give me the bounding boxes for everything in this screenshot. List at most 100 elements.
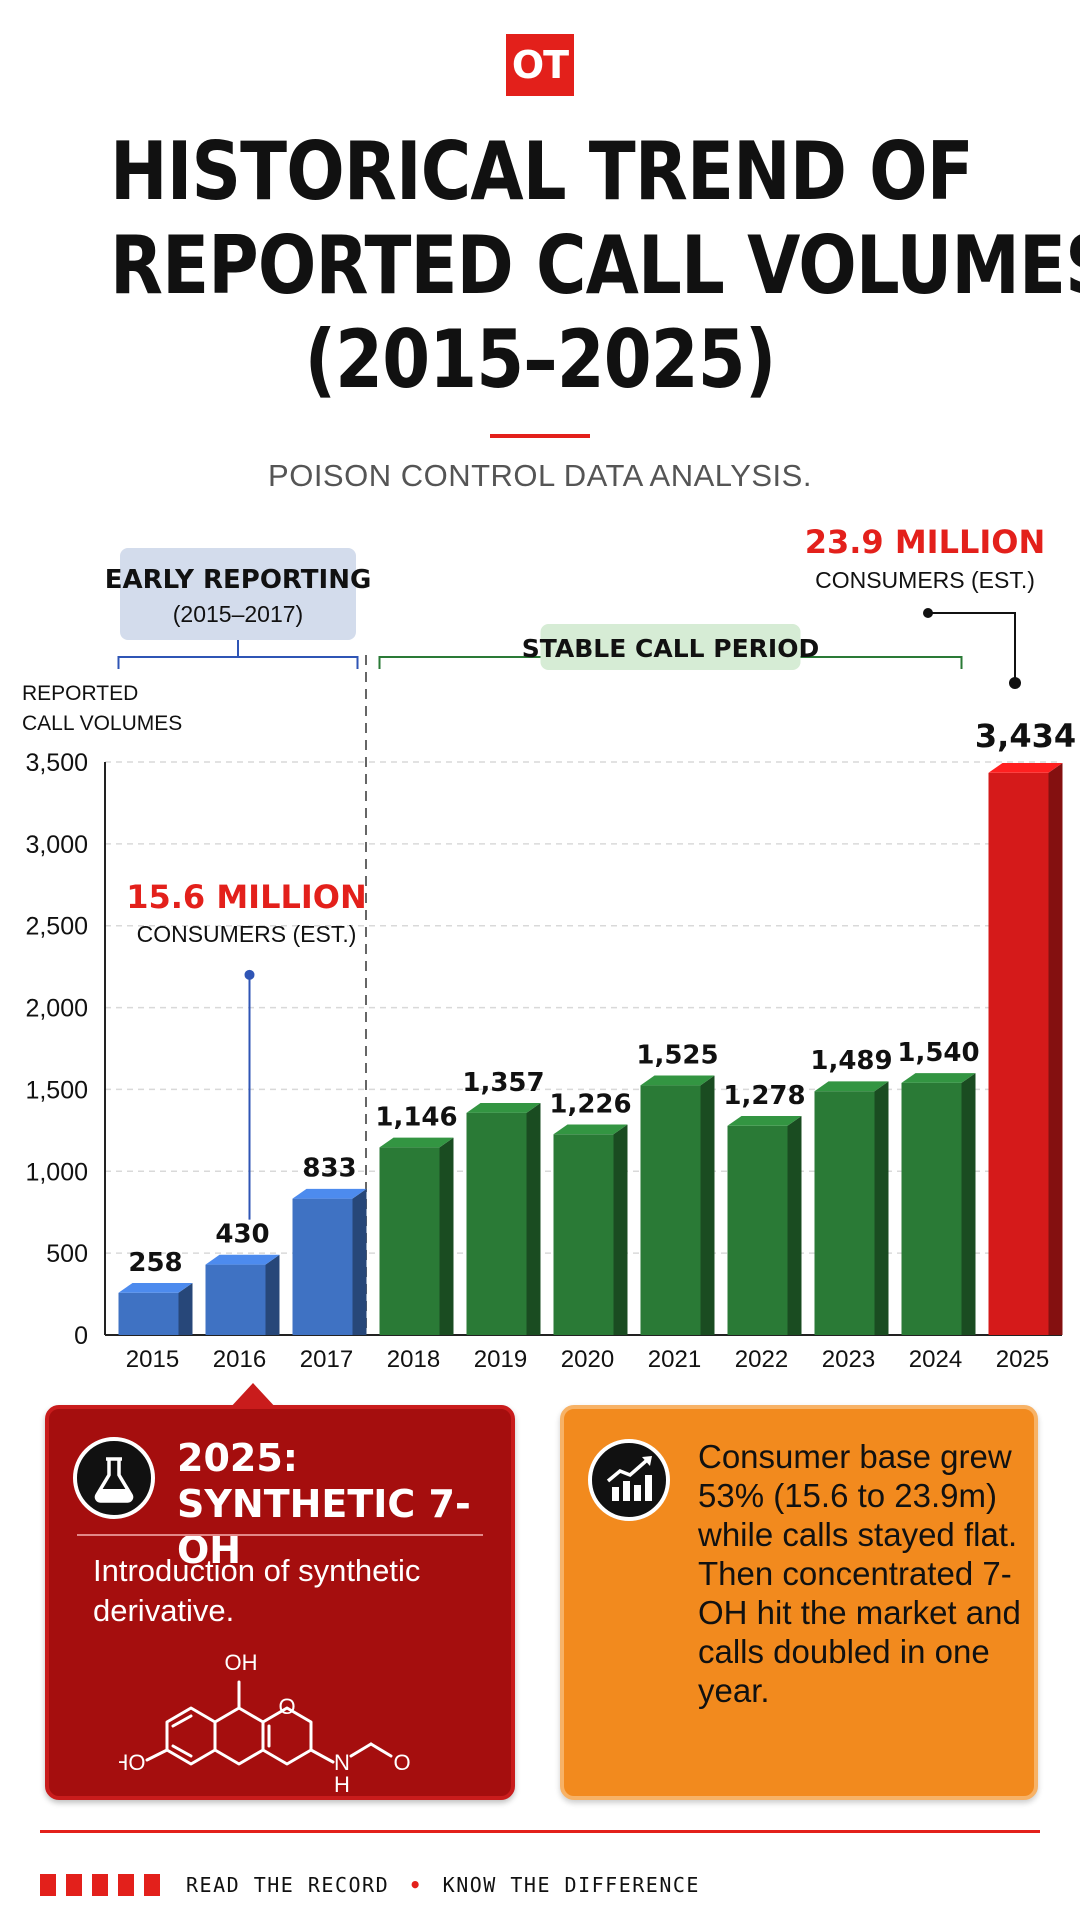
bar-side-2022 [787, 1115, 802, 1335]
title-divider [490, 434, 590, 438]
value-label-2021: 1,525 [636, 1040, 718, 1070]
value-label-2024: 1,540 [897, 1038, 979, 1068]
value-label-2015: 258 [128, 1248, 182, 1278]
bar-top-2017 [292, 1188, 367, 1199]
x-tick-label-2020: 2020 [561, 1346, 614, 1373]
bar-top-2023 [814, 1081, 889, 1092]
molecule-label-ho: HO [119, 1750, 146, 1775]
bar-2022 [727, 1125, 788, 1335]
y-tick-label-1000: 1,000 [25, 1158, 88, 1186]
growth-chart-icon [588, 1439, 670, 1521]
flask-icon [73, 1437, 155, 1519]
annotation-1-text: CONSUMERS (EST.) [137, 921, 357, 947]
callout-heading-line-2: SYNTHETIC 7-OH [177, 1482, 471, 1572]
callout-body: Introduction of synthetic derivative. [93, 1553, 421, 1628]
page-subtitle: POISON CONTROL DATA ANALYSIS. [268, 458, 812, 493]
value-label-2023: 1,489 [810, 1046, 892, 1076]
bar-2021 [640, 1085, 701, 1335]
x-tick-label-2025: 2025 [996, 1346, 1049, 1373]
bar-2024 [901, 1082, 962, 1335]
annotation-2-pointer [928, 612, 1016, 683]
molecule-diagram: OH HO O N H O [119, 1650, 411, 1794]
annotation-2-text: CONSUMERS (EST.) [815, 567, 1035, 593]
period-label-1: EARLY REPORTING [105, 565, 372, 595]
bar-side-2015 [178, 1282, 193, 1335]
period-label-box-2 [540, 624, 801, 670]
bar-top-2021 [640, 1075, 715, 1086]
period-label-2: STABLE CALL PERIOD [522, 634, 819, 663]
bar-top-2015 [118, 1282, 193, 1293]
footer-squares [40, 1874, 160, 1896]
bar-2023 [814, 1091, 875, 1335]
callout-divider [77, 1534, 483, 1536]
period-label-box-1 [120, 548, 356, 640]
bar-side-2017 [352, 1188, 367, 1335]
bar-side-2024 [961, 1073, 976, 1335]
bar-2020 [553, 1134, 614, 1335]
annotation-2-value: 23.9 MILLION [805, 523, 1046, 561]
annotation-1-value: 15.6 MILLION [126, 878, 367, 916]
x-tick-label-2015: 2015 [126, 1346, 179, 1373]
y-tick-label-3000: 3,000 [25, 831, 88, 859]
y-tick-label-1500: 1,500 [25, 1076, 88, 1104]
value-label-2019: 1,357 [462, 1068, 544, 1098]
period-bracket-1 [117, 656, 359, 669]
bar-side-2016 [265, 1254, 280, 1335]
callout-heading: 2025: SYNTHETIC 7-OH [177, 1435, 511, 1573]
y-tick-label-3500: 3,500 [25, 749, 88, 777]
callout-pointer [229, 1383, 277, 1409]
value-label-2016: 430 [215, 1220, 269, 1250]
y-tick-label-2000: 2,000 [25, 995, 88, 1023]
bar-top-2024 [901, 1073, 976, 1083]
molecule-label-o-ring: O [278, 1694, 295, 1719]
molecule-label-h: H [334, 1772, 350, 1794]
footer: READ THE RECORD • KNOW THE DIFFERENCE [40, 1870, 700, 1900]
bar-side-2019 [526, 1103, 541, 1335]
molecule-label-oh: OH [225, 1650, 258, 1675]
y-axis-label-line-2: CALL VOLUMES [22, 712, 182, 735]
footer-separator: • [409, 1873, 423, 1897]
bar-2025 [988, 772, 1049, 1335]
bar-top-2019 [466, 1103, 541, 1113]
x-tick-label-2024: 2024 [909, 1346, 962, 1373]
bar-2019 [466, 1112, 527, 1335]
x-tick-label-2016: 2016 [213, 1346, 266, 1373]
y-tick-label-500: 500 [46, 1240, 88, 1268]
bar-top-2025 [988, 763, 1063, 773]
x-tick-label-2021: 2021 [648, 1346, 701, 1373]
value-label-2020: 1,226 [549, 1089, 631, 1119]
y-axis-label-line-1: REPORTED [22, 682, 138, 705]
bar-side-2023 [874, 1081, 889, 1335]
bar-side-2018 [439, 1137, 454, 1335]
bar-2017 [292, 1198, 353, 1335]
footer-left-text: READ THE RECORD [186, 1873, 390, 1897]
title-line-1: HISTORICAL TREND OF [110, 125, 974, 218]
y-tick-label-2500: 2,500 [25, 913, 88, 941]
molecule-label-n: N [334, 1750, 350, 1775]
title-line-2: REPORTED CALL VOLUMES [110, 219, 1080, 312]
x-tick-label-2019: 2019 [474, 1346, 527, 1373]
period-sublabel-1: (2015–2017) [173, 601, 303, 627]
synthetic-7oh-callout: 2025: SYNTHETIC 7-OH Introduction of syn… [45, 1383, 515, 1800]
brand-logo: OT [506, 34, 574, 96]
footer-divider [40, 1830, 1040, 1833]
bar-side-2021 [700, 1075, 715, 1335]
bar-2015 [118, 1292, 179, 1335]
bar-top-2018 [379, 1137, 454, 1148]
bar-top-2020 [553, 1124, 628, 1135]
callout-heading-line-1: 2025: [177, 1436, 298, 1480]
y-tick-label-0: 0 [74, 1322, 88, 1350]
molecule-label-o-chain: O [393, 1750, 410, 1775]
page-title: HISTORICAL TREND OF REPORTED CALL VOLUME… [110, 125, 1080, 407]
value-label-2017: 833 [302, 1154, 356, 1184]
annotation-2-dot-end [1009, 677, 1021, 689]
bar-top-2016 [205, 1254, 280, 1265]
bar-top-2022 [727, 1115, 802, 1126]
value-label-2022: 1,278 [723, 1081, 805, 1111]
x-tick-label-2018: 2018 [387, 1346, 440, 1373]
title-line-3: (2015–2025) [304, 313, 777, 406]
bar-side-2020 [613, 1124, 628, 1335]
x-tick-label-2023: 2023 [822, 1346, 875, 1373]
value-label-2018: 1,146 [375, 1102, 457, 1132]
